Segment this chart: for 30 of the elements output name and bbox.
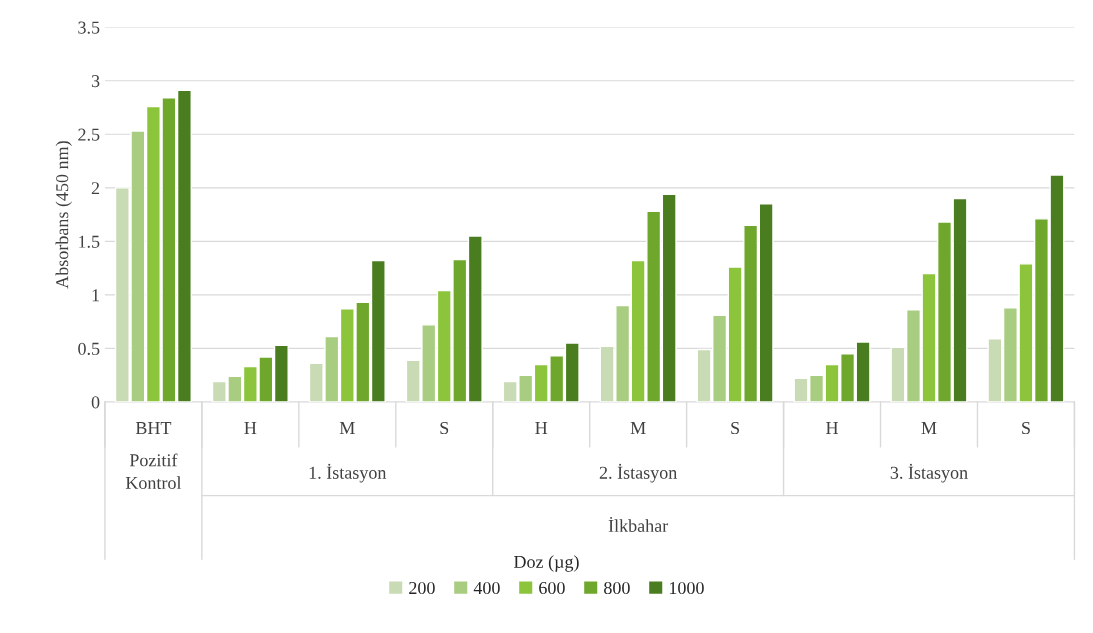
x-tick-label: M bbox=[630, 422, 646, 434]
y-tick-label: 0 bbox=[91, 396, 100, 409]
legend-label: 400 bbox=[473, 581, 500, 595]
x-tick-label: S bbox=[440, 421, 449, 435]
y-tick-label: 2.5 bbox=[78, 128, 100, 141]
text: İlkbahar bbox=[608, 516, 669, 533]
text: Pozitif Kontrol bbox=[125, 453, 182, 489]
y-tick-label: 0.5 bbox=[78, 342, 100, 355]
y-tick-label: 1.5 bbox=[79, 235, 100, 248]
legend-label: 800 bbox=[604, 581, 630, 595]
y-tick-label: 2 bbox=[91, 182, 100, 195]
x-tick-label: BHT bbox=[135, 422, 172, 434]
y-tick-label: 3.5 bbox=[78, 21, 100, 34]
legend-label: 200 bbox=[409, 581, 435, 595]
y-tick-label: 3 bbox=[91, 75, 100, 88]
text: 3. İstasyon bbox=[890, 463, 968, 483]
x-tick-label: M bbox=[921, 422, 937, 434]
text: 1. İstasyon bbox=[309, 463, 387, 483]
x-tick-label: H bbox=[244, 422, 257, 434]
legend-label: 1000 bbox=[669, 581, 704, 595]
legend-label: 600 bbox=[539, 581, 565, 595]
x-tick-label: H bbox=[826, 422, 839, 434]
text: 2. İstasyon bbox=[599, 463, 677, 483]
legend-title: Doz (µg) bbox=[513, 555, 579, 572]
x-tick-label: S bbox=[731, 421, 739, 435]
y-tick-label: 1 bbox=[92, 289, 99, 302]
x-tick-label: M bbox=[339, 422, 355, 434]
x-tick-label: S bbox=[1022, 421, 1030, 435]
x-tick-label: H bbox=[535, 422, 548, 434]
y-axis-title: Absorbans (450 nm) bbox=[55, 141, 72, 289]
